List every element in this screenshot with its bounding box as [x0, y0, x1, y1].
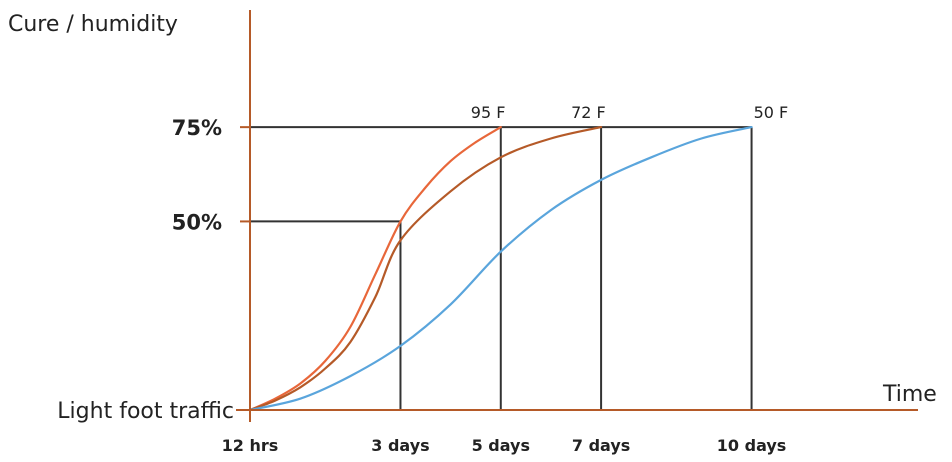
series-line-72-f [248, 126, 603, 412]
y-tick-label-75: 75% [172, 116, 222, 140]
series-label-72-f: 72 F [571, 103, 606, 122]
x-tick-label-5: 5 days [472, 436, 530, 455]
y-tick-labels: Light foot traffic 50% 75% [57, 116, 234, 424]
y-axis-title: Cure / humidity [8, 12, 178, 37]
axes [236, 10, 918, 422]
y-tick-label-0: Light foot traffic [57, 399, 234, 424]
series-line-50-f [248, 126, 753, 412]
series-labels: 95 F 72 F 50 F [471, 103, 788, 122]
x-axis-title: Time [882, 382, 937, 407]
x-tick-label-0: 12 hrs [222, 436, 279, 455]
series-label-95-f: 95 F [471, 103, 506, 122]
x-tick-label-7: 7 days [572, 436, 630, 455]
series-curves [248, 126, 753, 412]
x-tick-label-3: 3 days [371, 436, 429, 455]
x-tick-label-10: 10 days [717, 436, 787, 455]
y-tick-label-50: 50% [172, 210, 222, 234]
series-label-50-f: 50 F [754, 103, 789, 122]
x-tick-labels: 12 hrs 3 days 5 days 7 days 10 days [222, 436, 787, 455]
series-line-95-f [248, 126, 502, 412]
